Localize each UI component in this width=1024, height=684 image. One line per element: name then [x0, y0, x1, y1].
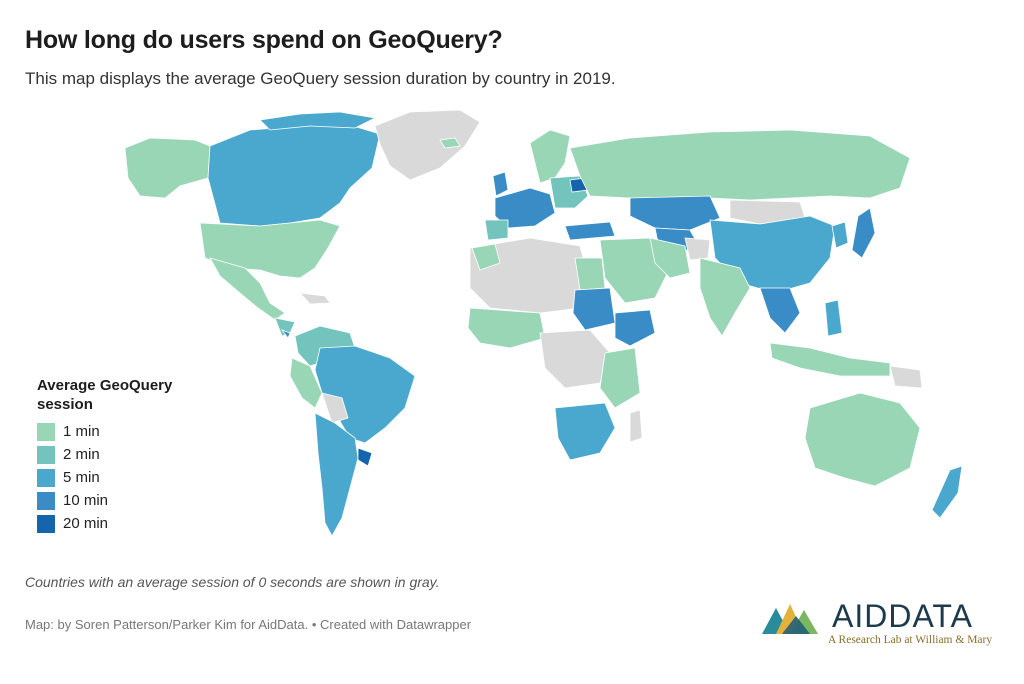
region-west-africa [467, 307, 546, 349]
logo-tagline: A Research Lab at William & Mary [828, 634, 993, 646]
region-iceland [439, 137, 461, 149]
region-japan [851, 207, 876, 259]
logo-name: AIDDATA [832, 598, 973, 634]
region-sudan [572, 287, 616, 331]
region-indonesia [769, 342, 891, 377]
legend-swatch [37, 445, 55, 464]
region-india [699, 257, 751, 337]
region-australia [804, 392, 921, 487]
map-subtitle: This map displays the average GeoQuery s… [25, 69, 616, 88]
legend-label: 20 min [63, 515, 109, 532]
region-ethiopia [614, 309, 656, 347]
legend-items: 1 min 2 min 5 min 10 min 20 min [37, 420, 227, 535]
legend-swatch [37, 422, 55, 441]
region-new-zealand [931, 465, 963, 519]
region-philippines [824, 299, 843, 337]
legend-title: Average GeoQuery session [37, 377, 173, 413]
region-southern-africa [554, 402, 616, 461]
region-mexico [209, 257, 286, 321]
legend-item: 1 min [37, 420, 227, 443]
legend-swatch [37, 468, 55, 487]
legend-label: 1 min [63, 423, 100, 440]
region-russia [569, 129, 911, 201]
region-western-europe [494, 187, 556, 229]
region-bolivia [321, 392, 349, 424]
region-scandinavia [529, 129, 571, 184]
legend-swatch [37, 491, 55, 510]
region-alaska [124, 137, 211, 199]
region-egypt [574, 257, 606, 291]
region-costa-rica [280, 329, 291, 339]
region-uruguay [357, 447, 373, 467]
region-uk [492, 171, 509, 197]
region-central-africa [539, 329, 611, 389]
legend-item: 5 min [37, 466, 227, 489]
legend-item: 20 min [37, 512, 227, 535]
region-papua [889, 365, 923, 389]
region-madagascar [629, 409, 643, 443]
region-iberia [484, 219, 509, 241]
map-title: How long do users spend on GeoQuery? [25, 26, 503, 54]
region-caribbean [298, 292, 331, 305]
aiddata-logo-mark-icon [762, 604, 818, 634]
region-east-africa [599, 347, 641, 409]
region-argentina-chile [314, 412, 359, 537]
region-kazakhstan [629, 195, 721, 231]
legend-swatch [37, 514, 55, 533]
world-map [110, 108, 1010, 548]
region-morocco [471, 243, 501, 271]
legend-item: 2 min [37, 443, 227, 466]
region-korea [831, 221, 849, 249]
region-iran [649, 237, 691, 279]
region-canada-arctic [259, 111, 377, 131]
region-turkey [564, 221, 616, 241]
region-canada [207, 121, 381, 227]
legend-label: 10 min [63, 492, 109, 509]
legend-item: 10 min [37, 489, 227, 512]
footnote: Countries with an average session of 0 s… [25, 574, 440, 590]
region-southeast-asia [759, 287, 801, 334]
credit-line: Map: by Soren Patterson/Parker Kim for A… [25, 617, 472, 632]
region-greenland [374, 109, 481, 181]
legend: Average GeoQuery session 1 min 2 min 5 min… [37, 376, 227, 535]
aiddata-logo: AIDDATA A Research Lab at William & Mary [762, 598, 1002, 650]
region-peru [289, 357, 323, 409]
world-map-svg [124, 109, 963, 537]
legend-label: 5 min [63, 469, 100, 486]
region-afghanistan [684, 237, 711, 261]
legend-label: 2 min [63, 446, 100, 463]
